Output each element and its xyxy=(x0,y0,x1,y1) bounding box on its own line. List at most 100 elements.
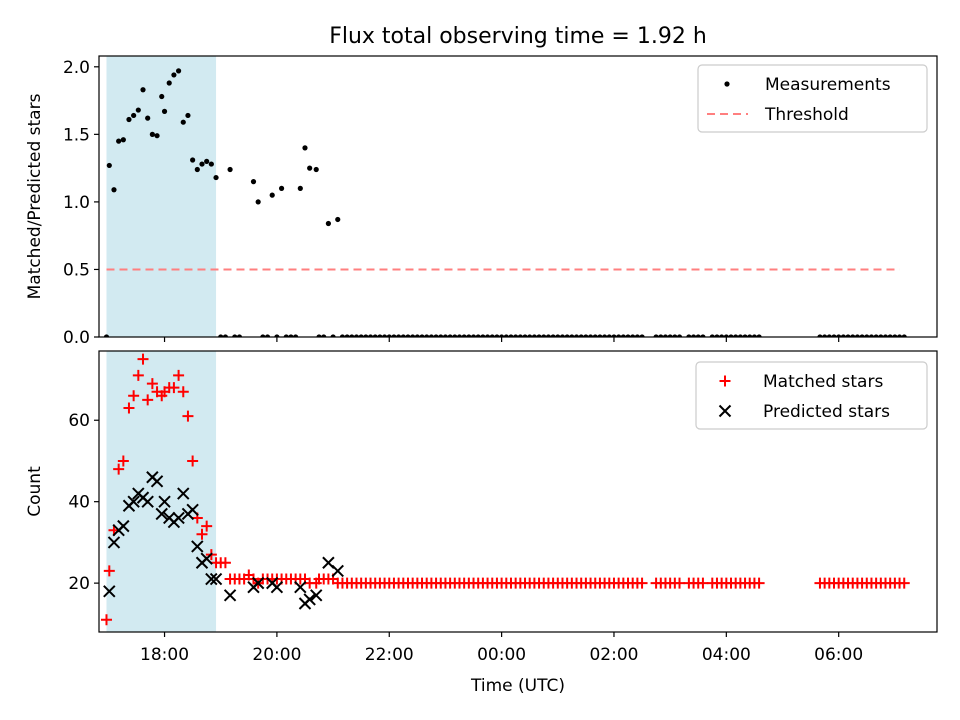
measurement-point xyxy=(353,334,360,337)
measurement-point xyxy=(367,334,374,337)
series-predicted-stars xyxy=(103,471,344,610)
measurement-point xyxy=(470,334,477,337)
measurement-point xyxy=(466,334,472,337)
measurement-point xyxy=(330,334,336,337)
plot-area xyxy=(100,353,910,626)
predicted-stars-point xyxy=(303,593,316,606)
legend-label: Predicted stars xyxy=(763,402,890,422)
measurement-point xyxy=(522,334,528,337)
matched-stars-point xyxy=(697,577,709,589)
matched-stars-point xyxy=(113,463,125,475)
measurement-point xyxy=(878,334,884,337)
measurement-point xyxy=(667,334,673,337)
measurement-point xyxy=(222,334,229,337)
predicted-stars-point xyxy=(270,580,284,594)
predicted-stars-point xyxy=(103,585,116,598)
y-axis-label: Count xyxy=(25,466,45,517)
measurement-point xyxy=(194,166,200,173)
measurement-point xyxy=(662,334,669,337)
measurement-point xyxy=(131,112,137,119)
measurement-point xyxy=(602,334,608,337)
matched-stars-point xyxy=(168,382,180,394)
measurement-point xyxy=(480,334,486,337)
measurement-point xyxy=(116,138,122,144)
y-tick-label: 40 xyxy=(68,493,90,513)
measurement-point xyxy=(541,334,547,337)
measurement-point xyxy=(690,334,697,337)
measurement-point xyxy=(700,334,706,337)
legend-label: Threshold xyxy=(764,105,849,125)
measurement-point xyxy=(175,68,182,74)
measurement-point xyxy=(232,334,238,337)
measurement-point xyxy=(278,185,285,191)
measurement-point xyxy=(868,334,875,337)
matched-stars-point xyxy=(674,577,686,589)
measurement-point xyxy=(592,334,598,337)
measurement-point xyxy=(297,185,303,191)
measurement-point xyxy=(145,115,151,121)
matched-stars-point xyxy=(182,410,194,422)
predicted-stars-point xyxy=(186,503,199,517)
measurement-point xyxy=(845,334,851,337)
measurement-point xyxy=(517,334,523,337)
legend-box xyxy=(697,64,928,133)
matched-stars-point xyxy=(128,390,140,402)
predicted-stars-point xyxy=(158,495,171,508)
measurement-point xyxy=(864,334,870,337)
measurement-point xyxy=(545,334,552,337)
measurement-point xyxy=(349,334,355,337)
measurement-point xyxy=(686,334,692,337)
measurement-point xyxy=(442,334,449,337)
measurement-point xyxy=(573,334,580,337)
matched-stars-point xyxy=(219,557,231,569)
measurement-point xyxy=(447,334,453,337)
measurement-point xyxy=(587,334,594,337)
measurement-point xyxy=(747,334,753,337)
matched-stars-point xyxy=(173,369,185,381)
measurement-point xyxy=(400,334,406,337)
measurement-point xyxy=(190,157,196,163)
measurement-point xyxy=(381,334,388,337)
measurement-point xyxy=(742,334,748,337)
plot-area xyxy=(103,68,907,337)
predicted-stars-point xyxy=(117,519,130,533)
measurement-point xyxy=(850,334,856,337)
series-measurements xyxy=(103,68,907,337)
measurement-point xyxy=(527,334,533,337)
measurement-point xyxy=(616,334,622,337)
measurement-point xyxy=(321,334,327,337)
matched-stars-point xyxy=(898,577,910,589)
measurement-point xyxy=(419,334,425,337)
measurement-point xyxy=(159,93,165,100)
measurement-point xyxy=(676,334,683,337)
x-axis-label: Time (UTC) xyxy=(470,676,565,696)
measurement-point xyxy=(737,334,743,337)
x-tick-label: 06:00 xyxy=(814,645,863,665)
matched-stars-point xyxy=(117,455,129,467)
measurement-point xyxy=(313,166,319,173)
predicted-stars-point xyxy=(310,589,323,602)
measurement-point xyxy=(901,334,907,337)
predicted-stars-point xyxy=(177,487,190,500)
measurement-point xyxy=(405,334,411,337)
measurement-point xyxy=(611,334,617,337)
measurement-point xyxy=(536,334,542,337)
legend-label: Matched stars xyxy=(763,372,883,392)
measurement-point xyxy=(503,334,509,337)
measurement-point xyxy=(723,334,729,337)
measurement-point xyxy=(358,334,364,337)
measurement-point xyxy=(822,334,828,337)
measurement-point xyxy=(204,158,210,164)
measurement-point xyxy=(733,334,739,337)
measurement-point xyxy=(372,334,378,337)
measurement-point xyxy=(531,334,537,337)
measurement-point xyxy=(620,334,626,337)
predicted-stars-point xyxy=(294,580,307,594)
y-tick-label: 0.0 xyxy=(63,328,90,348)
predicted-stars-point xyxy=(331,564,344,578)
measurement-point xyxy=(264,334,271,337)
x-tick-label: 04:00 xyxy=(702,645,751,665)
measurement-point xyxy=(386,334,392,337)
measurement-point xyxy=(555,334,561,337)
x-tick-label: 02:00 xyxy=(589,645,638,665)
